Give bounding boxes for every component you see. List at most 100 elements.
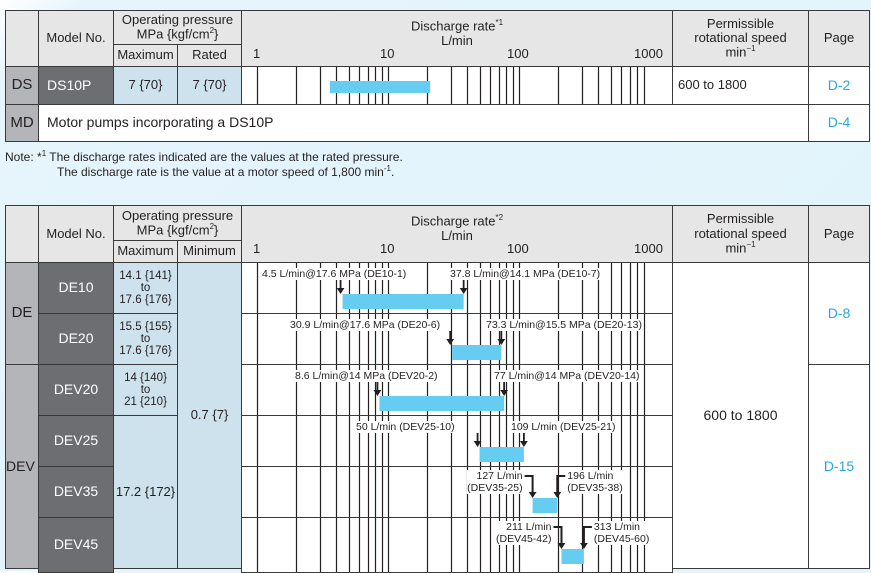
header-model-no: Model No. <box>38 10 114 67</box>
discharge-chart-de20: 30.9 L/min@17.6 MPa (DE20-6) 73.3 L/min@1… <box>241 313 673 365</box>
axis-tick: 1000 <box>634 241 663 256</box>
discharge-bar <box>452 345 502 360</box>
max-to: to <box>140 384 151 396</box>
header-rated: Rated <box>177 44 242 67</box>
discharge-footnote: *1 <box>495 18 504 27</box>
grid-svg <box>256 67 646 104</box>
min-discharge-label: 30.9 L/min@17.6 MPa (DE20-6) <box>290 319 441 331</box>
arrow-down-icon <box>446 331 455 345</box>
max-pressure-value: 7 {70} <box>128 77 163 93</box>
page-link-label[interactable]: D-15 <box>823 457 855 474</box>
speed-value: 600 to 1800 <box>678 77 747 93</box>
speed-unit-text: min <box>725 240 747 256</box>
discharge-chart-ds10p <box>241 66 673 105</box>
model-label: DEV45 <box>53 536 99 553</box>
model-de20: DE20 <box>38 313 114 365</box>
md-description: Motor pumps incorporating a DS10P <box>38 104 809 142</box>
min-discharge-label: 127 L/min (DEV35-25) <box>467 470 523 494</box>
page-link-label[interactable]: D-8 <box>827 304 851 321</box>
arrow-down-icon <box>497 331 506 345</box>
max-to: to <box>140 282 151 294</box>
arrow-down-icon <box>459 280 468 294</box>
rated-pressure-value: 7 {70} <box>192 77 227 93</box>
discharge-title: Discharge rate*2 <box>411 213 504 229</box>
series-de: DE <box>5 262 39 365</box>
max-until: 17.6 {176} <box>119 345 172 357</box>
model-de10: DE10 <box>38 262 114 314</box>
pressure-title: Operating pressure <box>121 12 234 28</box>
speed-line2: rotational speed <box>694 225 787 241</box>
max-pressure-shared: 17.2 {172} <box>113 415 178 569</box>
arrow-down-icon <box>373 382 382 396</box>
header-operating-pressure: Operating pressure MPa {kgf/cm2} <box>113 205 242 241</box>
note-prefix: Note: * <box>5 150 42 164</box>
speed-unit-sup: −1 <box>746 44 756 54</box>
note-line1: Note: *1 The discharge rates indicated a… <box>5 149 403 164</box>
label-value: 196 L/min <box>567 470 614 482</box>
header-rotational-speed: Permissible rotational speed min−1 <box>672 205 809 263</box>
header-rotational-speed: Permissible rotational speed min−1 <box>672 10 809 67</box>
discharge-title: Discharge rate*1 <box>410 18 504 34</box>
min-pressure: 0.7 {7} <box>177 262 242 569</box>
header-page: Page <box>808 10 870 67</box>
max-until: 17.6 {176} <box>119 294 172 306</box>
arrow-down-icon <box>336 280 345 294</box>
max-pressure-value: 17.2 {172} <box>115 483 176 499</box>
pressure-unit-pre: MPa {kgf/cm <box>136 26 210 42</box>
note-line2: The discharge rate is the value at a mot… <box>57 164 394 179</box>
header-discharge-rate: Discharge rate*1 L/min 1 10 100 1000 <box>241 10 673 67</box>
min-discharge-label: 50 L/min (DEV25-10) <box>356 421 455 433</box>
arrow-bent-icon <box>553 526 563 543</box>
page-link-d15[interactable]: D-15 <box>808 364 870 569</box>
pressure-unit-pre: MPa {kgf/cm <box>136 222 210 238</box>
arrow-bent-icon <box>582 526 592 543</box>
label-code: (DEV45-42) <box>496 533 552 545</box>
header-minimum: Minimum <box>177 240 242 263</box>
max-until: 21 {210} <box>124 396 167 408</box>
header-model-no-label: Model No. <box>46 30 106 46</box>
max-pressure-range: 14.1 {141} to 17.6 {176} <box>119 270 171 306</box>
series-dev: DEV <box>5 364 39 569</box>
max-discharge-label: 196 L/min (DEV35-38) <box>567 470 623 494</box>
page-link-d8[interactable]: D-8 <box>808 262 870 365</box>
model-label: DE20 <box>58 330 94 347</box>
page-link-d4[interactable]: D-4 <box>808 104 870 142</box>
series-label: DS <box>11 76 33 94</box>
model-label: DEV35 <box>53 483 99 500</box>
rated-pressure: 7 {70} <box>177 66 242 105</box>
discharge-title-text: Discharge rate <box>410 18 496 34</box>
arrow-bent-icon <box>556 475 566 492</box>
max-pressure: 7 {70} <box>113 66 178 105</box>
pressure-unit-sup: 2 <box>209 221 215 231</box>
pressure-unit-post: } <box>214 222 219 238</box>
arrow-down-icon <box>520 433 528 447</box>
speed-unit: min−1 <box>725 45 755 60</box>
speed-unit: min−1 <box>725 240 755 256</box>
page-link-label[interactable]: D-4 <box>827 114 851 131</box>
note-text2: The discharge rate is the value at a mot… <box>57 165 384 179</box>
page-link-d2[interactable]: D-2 <box>808 66 870 105</box>
speed-line1: Permissible <box>706 211 775 227</box>
header-page: Page <box>808 205 870 263</box>
header-page-label: Page <box>823 225 855 241</box>
label-code: (DEV45-60) <box>593 533 650 545</box>
max-from: 14 {140} <box>124 372 167 384</box>
discharge-footnote: *2 <box>495 213 504 222</box>
axis-tick: 1 <box>253 46 261 61</box>
pressure-unit: MPa {kgf/cm2} <box>136 221 219 238</box>
discharge-chart-dev25: 50 L/min (DEV25-10) 109 L/min (DEV25-21) <box>241 415 673 467</box>
max-discharge-label: 313 L/min (DEV45-60) <box>593 521 650 545</box>
arrow-head-icon <box>528 492 537 498</box>
header-page-label: Page <box>823 30 855 46</box>
axis-tick: 100 <box>507 241 529 256</box>
discharge-bar <box>479 447 524 462</box>
axis-tick: 10 <box>380 46 395 61</box>
max-to: to <box>140 333 151 345</box>
model-dev45: DEV45 <box>38 517 114 573</box>
discharge-chart-dev20: 8.6 L/min@14 MPa (DEV20-2) 77 L/min@14 MP… <box>241 364 673 416</box>
arrow-head-icon <box>553 492 562 498</box>
page-link-label[interactable]: D-2 <box>827 76 851 93</box>
max-pressure: 15.5 {155} to 17.6 {176} <box>113 313 178 365</box>
series-md: MD <box>5 104 39 142</box>
model-label: DS10P <box>47 76 92 93</box>
